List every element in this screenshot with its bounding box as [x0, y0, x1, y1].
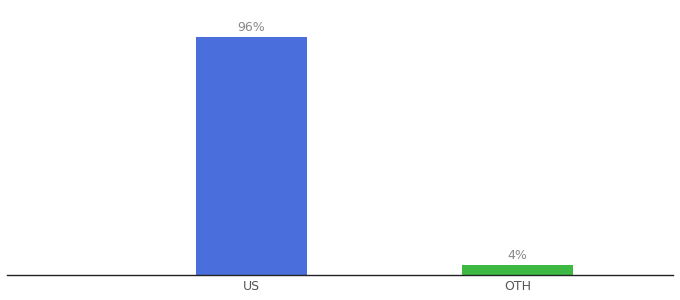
Text: 4%: 4% [508, 249, 528, 262]
Text: 96%: 96% [237, 21, 265, 34]
Bar [196, 37, 307, 274]
Bar [462, 265, 573, 275]
